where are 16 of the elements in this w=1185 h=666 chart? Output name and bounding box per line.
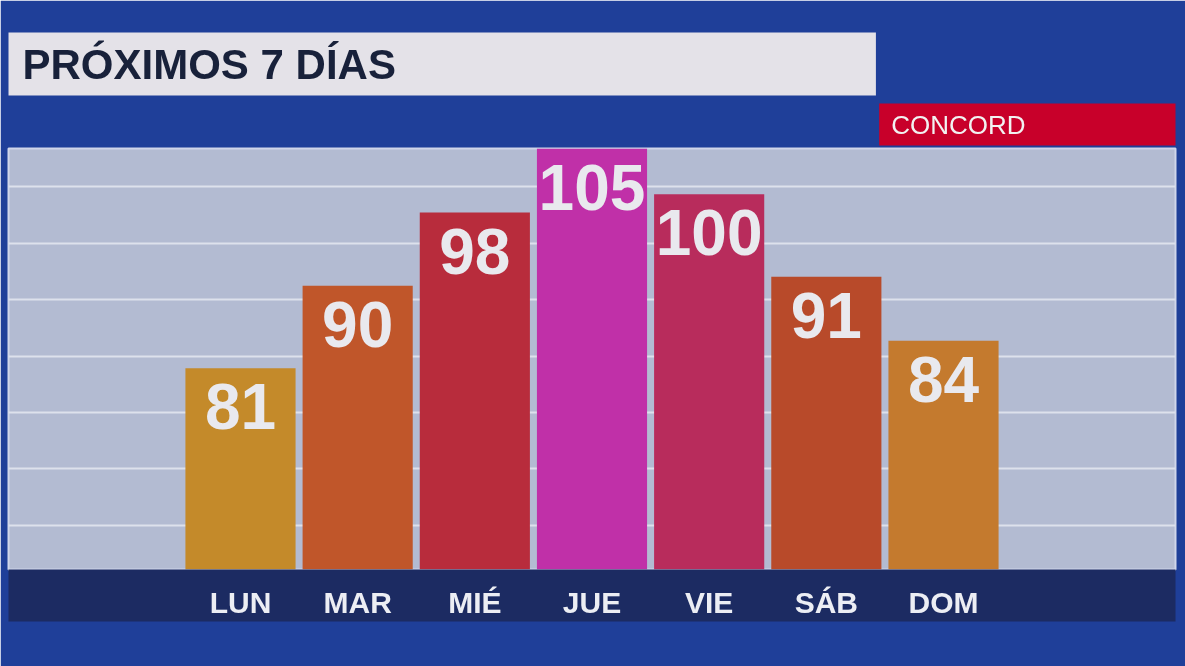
x-tick-label: SÁB bbox=[794, 585, 859, 619]
data-label: 81 bbox=[204, 371, 277, 444]
x-tick-label: MAR bbox=[323, 585, 393, 619]
x-tick-label: JUE bbox=[562, 585, 622, 619]
data-label: 98 bbox=[439, 215, 511, 288]
data-label: 100 bbox=[655, 197, 763, 270]
data-label: 84 bbox=[907, 343, 980, 416]
x-tick-label: MIÉ bbox=[448, 585, 502, 619]
data-label: 91 bbox=[790, 279, 862, 352]
x-tick-label: LUN bbox=[209, 585, 272, 619]
x-tick-label: VIE bbox=[684, 585, 734, 619]
data-label: 105 bbox=[538, 151, 646, 224]
x-tick-label: DOM bbox=[908, 585, 979, 619]
data-label: 90 bbox=[322, 288, 394, 361]
chart-subtitle: CONCORD bbox=[891, 109, 1026, 140]
chart-title: PRÓXIMOS 7 DÍAS bbox=[22, 39, 396, 88]
